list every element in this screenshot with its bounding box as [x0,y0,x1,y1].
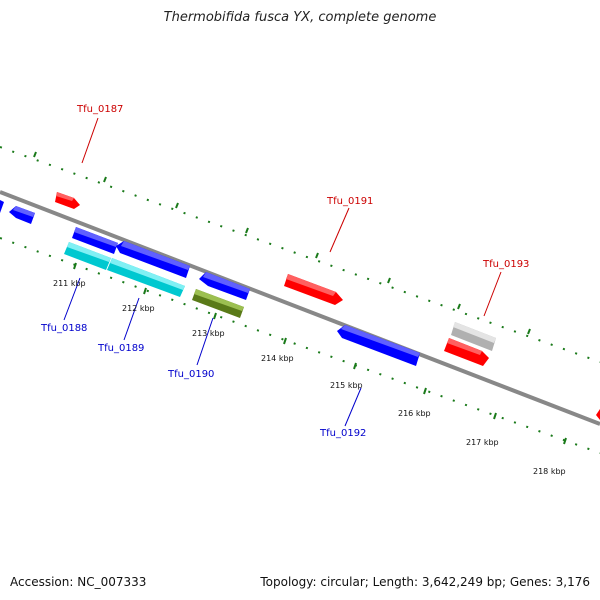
gene-label-tfu-0187[interactable]: Tfu_0187 [76,104,123,115]
gene-tfu-0189-rna[interactable] [64,242,185,297]
major-ticks [33,151,567,445]
kbp-label: 216 kbp [398,409,431,418]
gene-tfu-0191[interactable] [284,274,343,305]
kbp-label: 217 kbp [466,438,499,447]
kbp-label: 218 kbp [533,467,566,476]
gene-label-tfu-0191[interactable]: Tfu_0191 [326,196,373,207]
gene-blue-213[interactable] [199,272,250,300]
kbp-label: 215 kbp [330,381,363,390]
kbp-label: 211 kbp [53,279,86,288]
gene-label-tfu-0189[interactable]: Tfu_0189 [97,343,144,354]
kbp-label: 213 kbp [192,329,225,338]
map-title: Thermobifida fusca YX, complete genome [163,10,437,25]
gene-label-tfu-0188[interactable]: Tfu_0188 [40,323,87,334]
kbp-label: 214 kbp [261,354,294,363]
gene-red-edge[interactable] [596,409,600,420]
inner-tick-track [0,237,600,454]
gene-tfu-0192[interactable] [337,325,420,366]
gene-label-tfu-0193[interactable]: Tfu_0193 [482,259,529,270]
gene-tfu-0193[interactable] [451,322,496,351]
gene-red-right[interactable] [444,338,489,366]
label-connectors [63,117,502,427]
gene-blue-mid[interactable] [116,241,190,278]
genome-backbone [0,190,600,426]
gene-blue-left-1[interactable] [0,200,4,213]
gene-tfu-0190[interactable] [192,289,244,318]
gene-label-tfu-0192[interactable]: Tfu_0192 [319,428,366,439]
accession-text: Accession: NC_007333 [10,575,147,589]
gene-blue-left-2[interactable] [9,206,35,224]
genome-stats-text: Topology: circular; Length: 3,642,249 bp… [260,575,590,589]
gene-tfu-0188[interactable] [72,227,118,254]
gene-label-tfu-0190[interactable]: Tfu_0190 [167,369,214,380]
kbp-label: 212 kbp [122,304,155,313]
gene-tfu-0187[interactable] [55,192,80,209]
